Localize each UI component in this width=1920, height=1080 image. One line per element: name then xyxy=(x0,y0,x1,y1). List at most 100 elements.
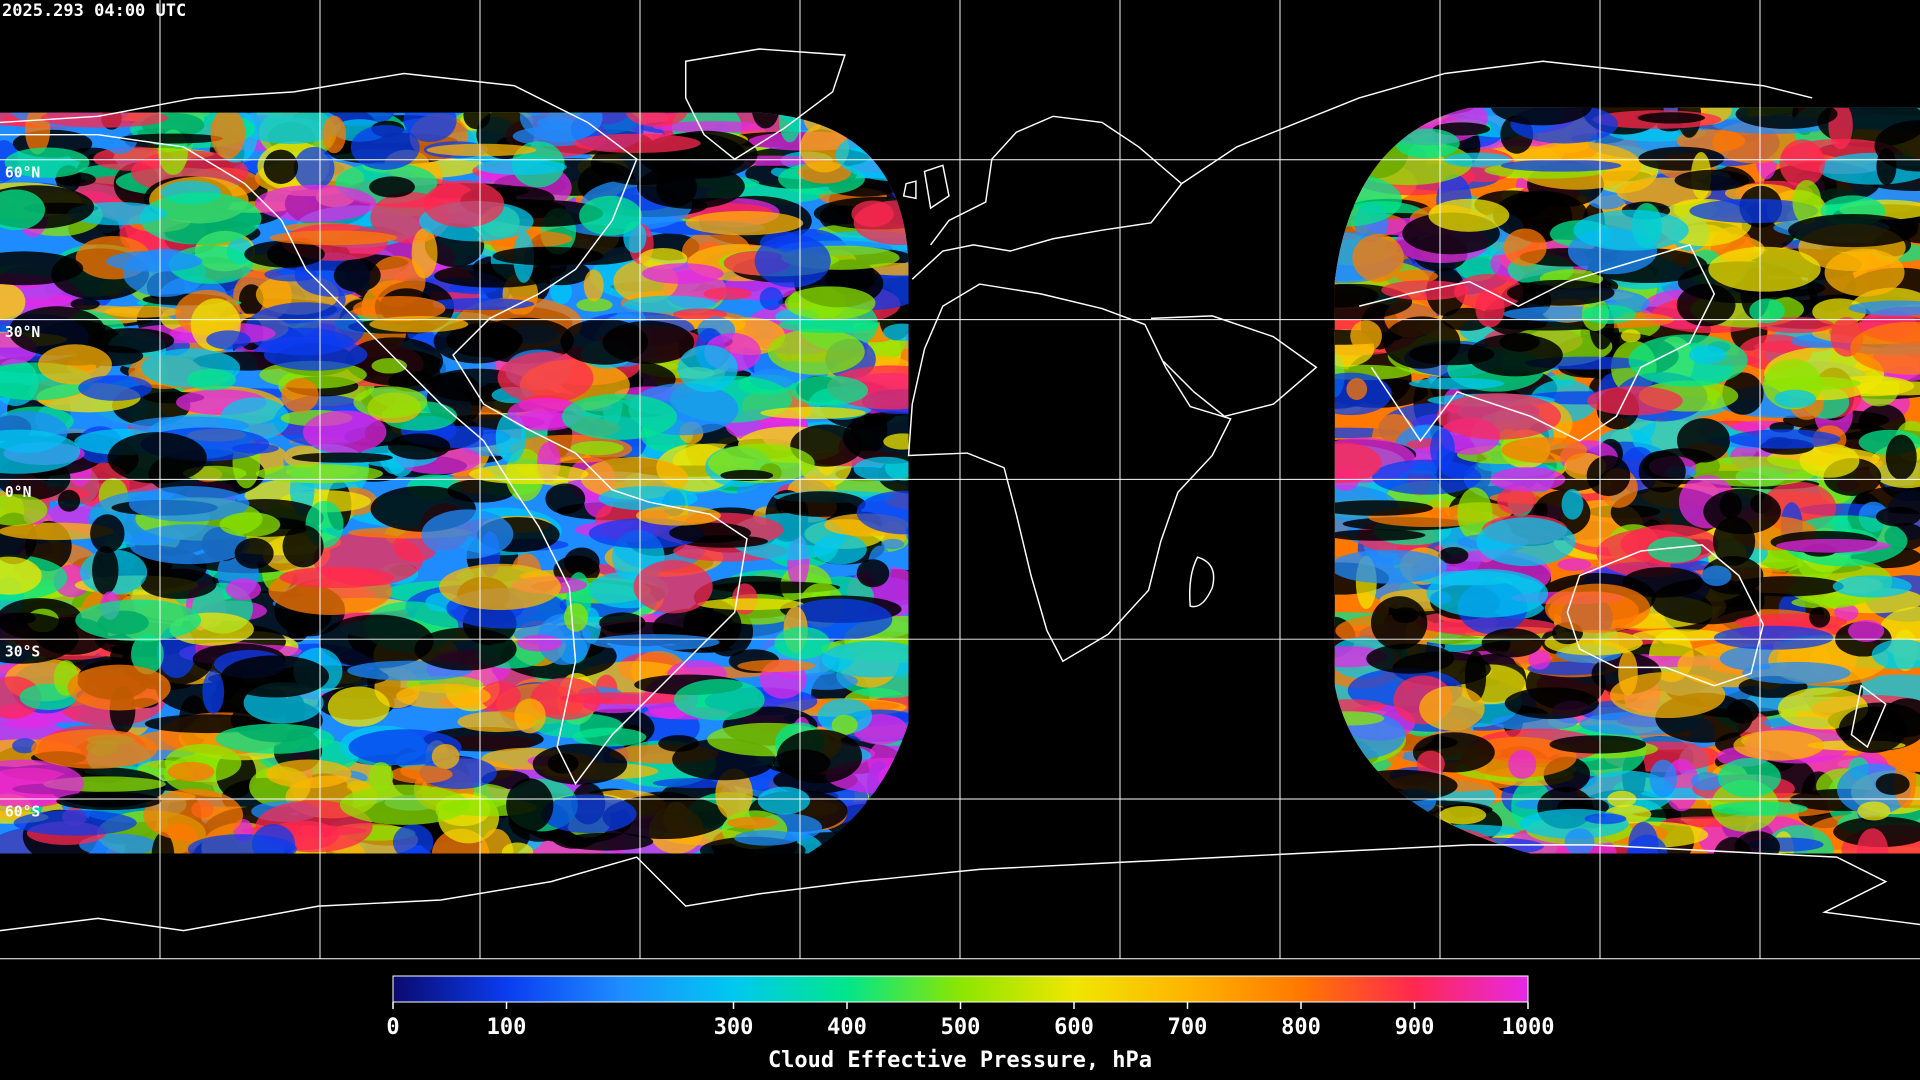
cloud-patch xyxy=(636,505,721,526)
cloud-patch xyxy=(1676,283,1736,327)
timestamp: 2025.293 04:00 UTC xyxy=(2,1,186,21)
cloud-patch xyxy=(501,842,534,854)
cloud-patch xyxy=(583,269,604,302)
cloud-patch xyxy=(322,115,347,154)
cloud-patch xyxy=(254,184,377,222)
cloud-patch xyxy=(0,612,79,664)
cloud-patch xyxy=(1885,434,1917,480)
cloud-patch xyxy=(1430,428,1455,470)
cloud-patch xyxy=(1728,429,1841,449)
cloud-patch xyxy=(1735,107,1838,129)
cloud-patch xyxy=(206,330,251,350)
cloud-patch xyxy=(143,788,244,842)
cloud-patch xyxy=(421,509,514,559)
cloud-patch xyxy=(1712,516,1756,566)
cloud-patch xyxy=(588,518,705,549)
cloud-patch xyxy=(497,352,594,404)
cloud-patch xyxy=(423,180,505,228)
cloud-patch xyxy=(720,469,774,481)
cloud-patch xyxy=(793,672,859,690)
cloud-patch xyxy=(573,133,701,153)
cloud-patch xyxy=(202,670,225,714)
cloud-patch xyxy=(530,677,602,720)
cloud-patch xyxy=(352,295,446,322)
cloud-patch xyxy=(754,234,831,288)
cloud-patch xyxy=(431,743,460,770)
cloud-patch xyxy=(1876,148,1897,186)
cloud-patch xyxy=(396,683,491,709)
cloud-patch xyxy=(0,429,81,474)
cloud-patch xyxy=(563,602,588,632)
cloud-patch xyxy=(1506,279,1615,306)
cloud-patch xyxy=(1467,333,1563,377)
cloud-patch xyxy=(1584,813,1627,824)
cloud-field xyxy=(0,112,909,854)
cloud-patch xyxy=(784,286,876,320)
cloud-patch xyxy=(517,634,563,652)
cloud-patch xyxy=(446,322,523,358)
cloud-patch xyxy=(0,759,85,808)
cloud-patch xyxy=(703,287,752,300)
cloud-patch xyxy=(0,140,19,182)
cloud-patch xyxy=(757,786,811,815)
cloud-patch xyxy=(31,729,158,769)
cloud-patch xyxy=(1573,209,1689,251)
cloud-patch xyxy=(1561,489,1584,520)
cloud-patch xyxy=(1496,486,1536,515)
cloud-patch xyxy=(8,306,106,356)
cloud-patch xyxy=(1426,568,1549,618)
cloud-patch xyxy=(1370,596,1428,650)
coastline xyxy=(902,164,950,210)
cloud-patch xyxy=(210,112,246,159)
coastline xyxy=(911,115,1183,280)
cloud-patch xyxy=(1372,459,1482,495)
cloud-patch xyxy=(1334,710,1406,760)
cloud-patch xyxy=(1395,128,1460,159)
cloud-patch xyxy=(1586,455,1631,497)
cloud-patch xyxy=(1346,378,1368,400)
cloud-patch xyxy=(1544,583,1651,634)
cloud-patch xyxy=(1428,198,1510,232)
cloud-patch xyxy=(579,195,642,236)
cloud-patch xyxy=(1708,246,1821,292)
cloud-patch xyxy=(1713,625,1834,650)
colorbar-tick-label: 500 xyxy=(941,1015,981,1040)
colorbar-tick-label: 800 xyxy=(1281,1015,1321,1040)
coastlines xyxy=(0,48,1920,932)
cloud-patch xyxy=(1438,547,1469,565)
cloud-patch xyxy=(1749,298,1785,324)
cloud-patch xyxy=(1334,711,1385,726)
cloud-patch xyxy=(1691,772,1723,791)
cloud-patch xyxy=(1637,112,1705,124)
cloud-patch xyxy=(760,406,866,420)
cloud-patch xyxy=(1792,180,1822,225)
cloud-patch xyxy=(0,251,84,286)
colorbar-tick-label: 700 xyxy=(1168,1015,1208,1040)
cloud-patch xyxy=(1334,442,1382,483)
cloud-patch xyxy=(1647,536,1702,563)
cloud-patch xyxy=(1832,575,1912,598)
lat-label: 30°S xyxy=(5,644,40,661)
cloud-patch xyxy=(1383,316,1461,369)
cloud-patch xyxy=(106,250,203,272)
coastline xyxy=(1566,544,1765,687)
cloud-patch xyxy=(476,159,567,176)
cloud-patch xyxy=(1833,816,1920,848)
cloud-patch xyxy=(727,816,778,829)
cloud-patch xyxy=(1620,329,1641,343)
cloud-patch xyxy=(78,375,153,401)
cloud-patch xyxy=(327,686,390,727)
cloud-field xyxy=(1334,107,1920,854)
cloud-patch xyxy=(92,545,119,595)
cloud-patch xyxy=(244,240,325,268)
colorbar-tick-label: 400 xyxy=(827,1015,867,1040)
cloud-patch xyxy=(1334,646,1387,668)
cloud-patch xyxy=(831,714,858,735)
cloud-patch xyxy=(151,832,175,854)
cloud-patch xyxy=(129,524,250,565)
colorbar-tick-label: 900 xyxy=(1395,1015,1435,1040)
cloud-patch xyxy=(1352,233,1404,283)
cloud-patch xyxy=(598,486,698,511)
cloud-patch xyxy=(1501,437,1588,464)
cloud-patch xyxy=(1674,169,1750,191)
